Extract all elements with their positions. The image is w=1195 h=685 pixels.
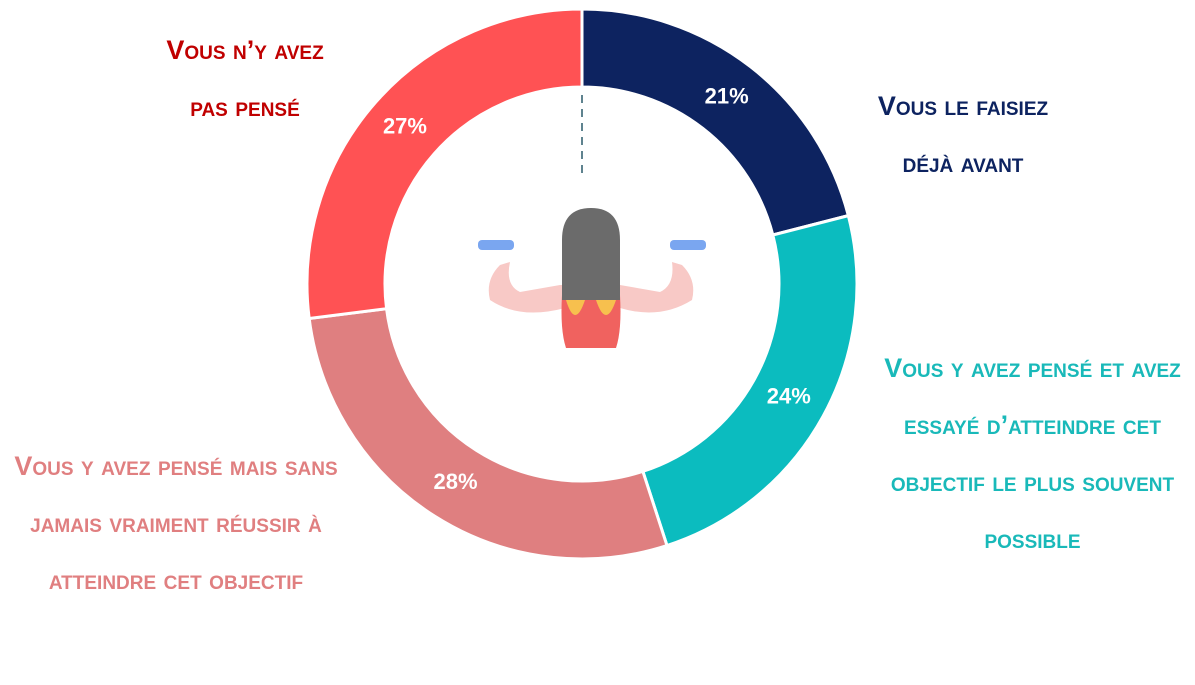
value-label: 27% [383,114,427,139]
page: 21% 24% 28% 27% Vous le faisiez déjà avant V… [0,0,1195,685]
category-label: Vous n’y avez pas pensé [145,22,345,136]
value-label: 24% [767,384,811,409]
category-label: Vous y avez pensé mais sans jamais vraim… [0,438,352,609]
category-label: Vous le faisiez déjà avant [853,78,1073,192]
category-label: Vous y avez pensé et avez essayé d’attei… [870,340,1195,568]
icon [478,208,706,348]
value-label: 21% [705,83,749,108]
wedge [307,9,582,318]
wedge [582,9,848,235]
value-label: 28% [434,469,478,494]
